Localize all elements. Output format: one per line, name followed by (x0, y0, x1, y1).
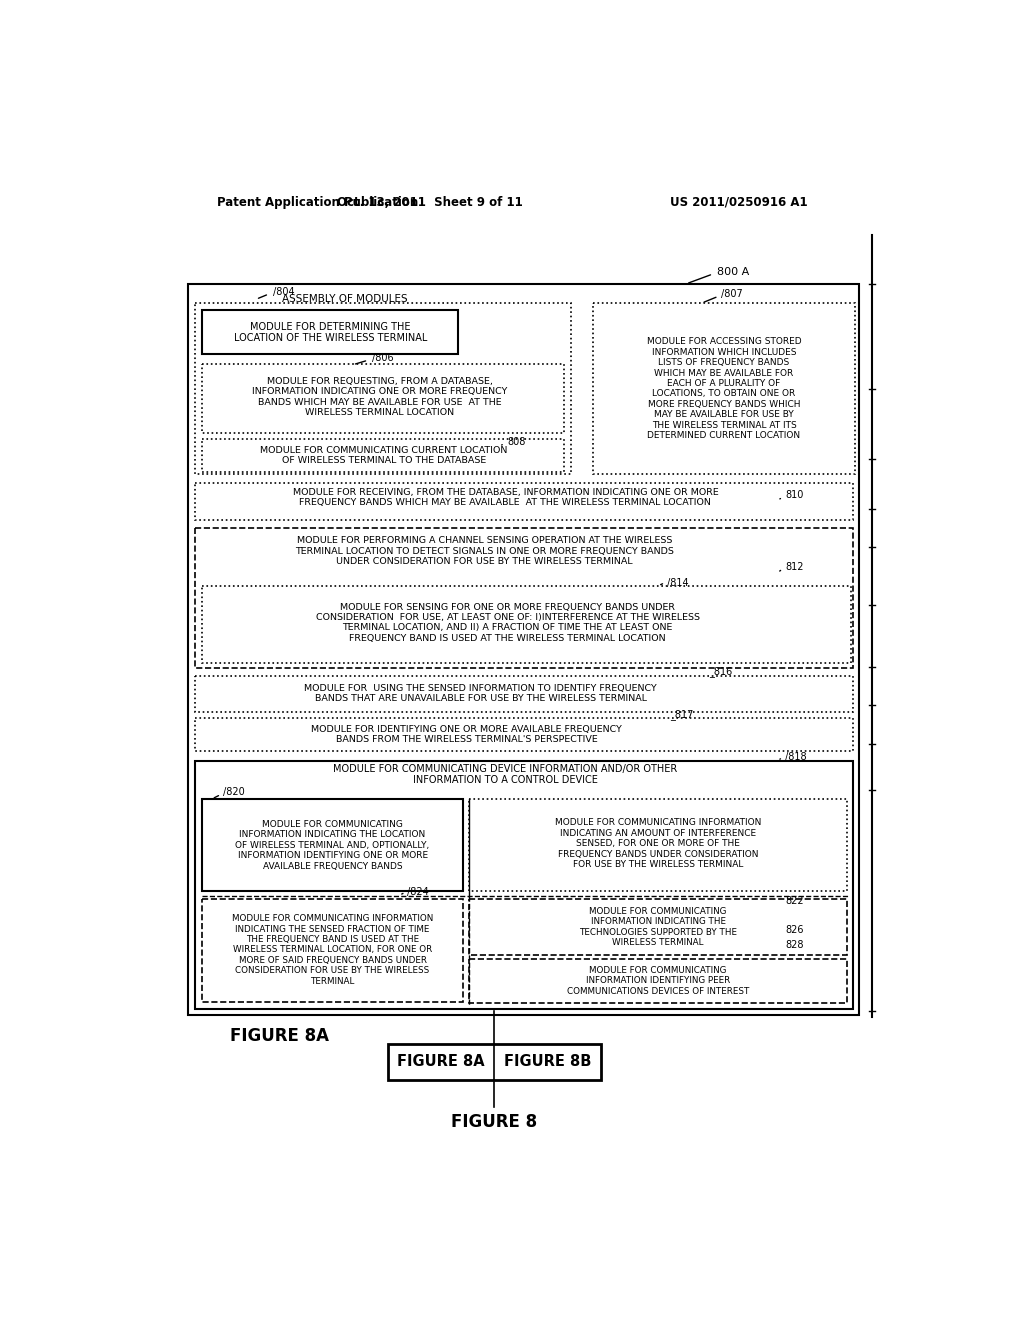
Text: MODULE FOR ACCESSING STORED
INFORMATION WHICH INCLUDES
LISTS OF FREQUENCY BANDS
: MODULE FOR ACCESSING STORED INFORMATION … (647, 338, 802, 440)
Bar (469, 960, 847, 1003)
Text: Patent Application Publication: Patent Application Publication (217, 195, 419, 209)
Text: /824: /824 (407, 887, 429, 898)
Text: 828: 828 (785, 940, 804, 950)
Text: MODULE FOR SENSING FOR ONE OR MORE FREQUENCY BANDS UNDER
CONSIDERATION  FOR USE,: MODULE FOR SENSING FOR ONE OR MORE FREQU… (315, 603, 699, 643)
Text: MODULE FOR RECEIVING, FROM THE DATABASE, INFORMATION INDICATING ONE OR MORE
FREQ: MODULE FOR RECEIVING, FROM THE DATABASE,… (293, 487, 718, 507)
Text: /818: /818 (785, 752, 807, 763)
Text: MODULE FOR PERFORMING A CHANNEL SENSING OPERATION AT THE WIRELESS
TERMINAL LOCAT: MODULE FOR PERFORMING A CHANNEL SENSING … (295, 536, 674, 566)
Bar (203, 310, 458, 354)
Bar (195, 718, 853, 751)
Text: Oct. 13, 2011  Sheet 9 of 11: Oct. 13, 2011 Sheet 9 of 11 (337, 195, 523, 209)
Bar (188, 284, 859, 1015)
Text: /806: /806 (372, 352, 394, 363)
Text: MODULE FOR COMMUNICATING INFORMATION
INDICATING AN AMOUNT OF INTERFERENCE
SENSED: MODULE FOR COMMUNICATING INFORMATION IND… (555, 818, 761, 869)
Text: _817: _817 (671, 709, 694, 719)
Text: MODULE FOR COMMUNICATING
INFORMATION IDENTIFYING PEER
COMMUNICATIONS DEVICES OF : MODULE FOR COMMUNICATING INFORMATION IDE… (567, 966, 750, 995)
Text: MODULE FOR REQUESTING, FROM A DATABASE,
INFORMATION INDICATING ONE OR MORE FREQU: MODULE FOR REQUESTING, FROM A DATABASE, … (252, 378, 508, 417)
Bar (203, 899, 463, 1002)
Text: /820: /820 (222, 787, 245, 797)
Text: MODULE FOR DETERMINING THE
LOCATION OF THE WIRELESS TERMINAL: MODULE FOR DETERMINING THE LOCATION OF T… (233, 322, 427, 343)
Text: MODULE FOR COMMUNICATING DEVICE INFORMATION AND/OR OTHER
INFORMATION TO A CONTRO: MODULE FOR COMMUNICATING DEVICE INFORMAT… (333, 763, 678, 785)
Text: MODULE FOR COMMUNICATING
INFORMATION INDICATING THE
TECHNOLOGIES SUPPORTED BY TH: MODULE FOR COMMUNICATING INFORMATION IND… (580, 907, 737, 946)
Text: MODULE FOR COMMUNICATING
INFORMATION INDICATING THE LOCATION
OF WIRELESS TERMINA: MODULE FOR COMMUNICATING INFORMATION IND… (236, 820, 430, 871)
Text: US 2011/0250916 A1: US 2011/0250916 A1 (671, 195, 808, 209)
Bar (195, 760, 853, 1010)
Bar (593, 304, 855, 474)
Text: MODULE FOR COMMUNICATING CURRENT LOCATION
OF WIRELESS TERMINAL TO THE DATABASE: MODULE FOR COMMUNICATING CURRENT LOCATIO… (260, 446, 508, 466)
Bar (195, 304, 570, 474)
Text: 812: 812 (785, 561, 804, 572)
Text: FIGURE 8A: FIGURE 8A (396, 1055, 484, 1069)
Text: 800 A: 800 A (717, 268, 750, 277)
Text: ASSEMBLY OF MODULES: ASSEMBLY OF MODULES (283, 293, 408, 304)
Text: /807: /807 (721, 289, 742, 298)
Text: FIGURE 8B: FIGURE 8B (504, 1055, 591, 1069)
Bar (203, 364, 563, 433)
Text: 822: 822 (785, 896, 804, 906)
Text: 810: 810 (785, 490, 804, 500)
Text: FIGURE 8: FIGURE 8 (451, 1114, 537, 1131)
Text: MODULE FOR  USING THE SENSED INFORMATION TO IDENTIFY FREQUENCY
BANDS THAT ARE UN: MODULE FOR USING THE SENSED INFORMATION … (304, 684, 657, 704)
Text: 808: 808 (508, 437, 526, 446)
Bar (203, 799, 463, 891)
Text: /814: /814 (667, 578, 688, 587)
Text: /804: /804 (273, 286, 295, 297)
Bar (195, 676, 853, 711)
Text: MODULE FOR IDENTIFYING ONE OR MORE AVAILABLE FREQUENCY
BANDS FROM THE WIRELESS T: MODULE FOR IDENTIFYING ONE OR MORE AVAIL… (311, 725, 623, 744)
Bar (203, 440, 563, 471)
Bar (195, 483, 853, 520)
Text: 826: 826 (785, 925, 804, 935)
Bar (202, 586, 851, 663)
Text: MODULE FOR COMMUNICATING INFORMATION
INDICATING THE SENSED FRACTION OF TIME
THE : MODULE FOR COMMUNICATING INFORMATION IND… (232, 915, 433, 986)
Bar (469, 899, 847, 954)
Bar (469, 799, 847, 891)
Bar (195, 528, 853, 668)
Bar (388, 1044, 601, 1080)
Text: FIGURE 8A: FIGURE 8A (229, 1027, 329, 1045)
Text: _816: _816 (710, 667, 732, 677)
